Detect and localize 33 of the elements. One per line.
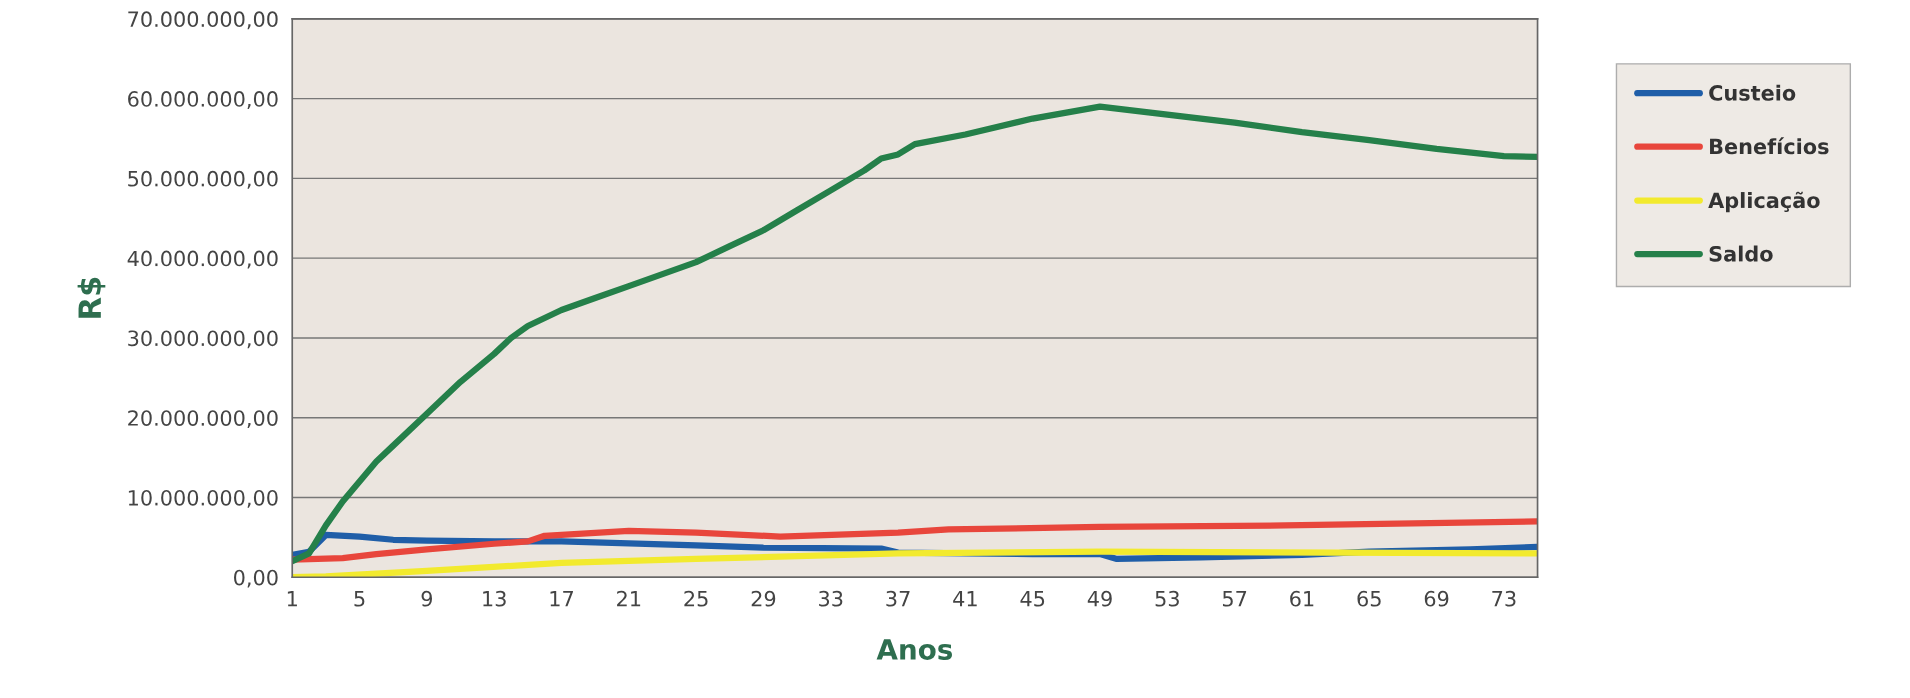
x-axis-title: Anos [876,639,953,660]
x-tick-label: 13 [483,590,506,607]
y-tick-label: 60.000.000,00 [128,91,278,109]
x-tick-label: 65 [1357,590,1381,607]
x-tick-label: 21 [617,590,641,607]
legend-label: Custeio [1709,84,1796,101]
x-tick-label: 45 [1020,591,1045,607]
y-axis-title: R$ [77,277,106,318]
x-tick-label: 33 [819,590,843,607]
x-tick-label: 53 [1155,590,1179,607]
x-tick-label: 61 [1290,590,1314,607]
x-tick-label: 1 [287,591,297,607]
x-tick-label: 69 [1424,590,1449,607]
legend-label: Saldo [1709,245,1773,262]
x-tick-label: 49 [1087,590,1112,607]
y-tick-label: 30.000.000,00 [128,330,278,349]
y-tick-label: 10.000.000,00 [128,489,278,508]
y-tick-label: 70.000.000,00 [128,11,278,30]
x-tick-label: 17 [550,591,573,607]
y-tick-label: 20.000.000,00 [128,410,278,429]
x-tick-label: 37 [886,590,910,607]
legend-label: Aplicação [1708,191,1820,213]
y-tick-label: 0,00 [234,569,278,588]
x-tick-label: 29 [751,590,776,607]
y-tick-label: 40.000.000,00 [127,250,278,269]
x-tick-label: 57 [1222,591,1247,607]
x-tick-label: 9 [421,590,433,607]
x-tick-label: 5 [354,591,365,607]
y-tick-label: 50.000.000,00 [128,170,278,189]
x-tick-label: 41 [953,591,977,607]
legend-label: Benefícios [1710,137,1829,155]
x-tick-label: 25 [684,590,708,607]
x-tick-label: 73 [1492,590,1516,607]
